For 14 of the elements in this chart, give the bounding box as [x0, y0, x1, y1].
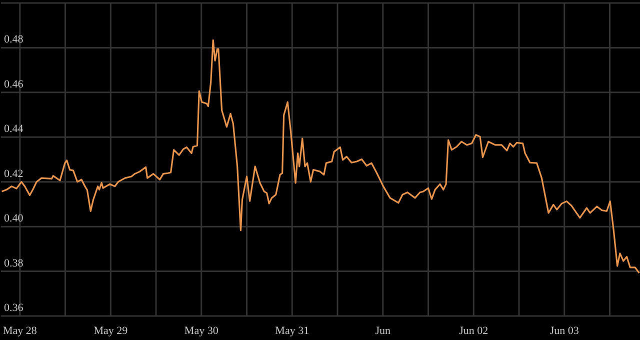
x-tick-label: May 28	[2, 325, 38, 337]
y-tick-label: 0.38	[4, 257, 24, 270]
y-tick-label: 0.44	[4, 123, 24, 136]
x-tick-label: Jun 02	[459, 325, 488, 337]
x-tick-label: May 29	[94, 325, 128, 337]
x-tick-label: Jun	[375, 325, 392, 337]
x-tick-label: Jun 03	[550, 325, 580, 337]
y-tick-label: 0.40	[4, 212, 24, 225]
y-tick-label: 0.42	[4, 168, 24, 180]
y-tick-label: 0.48	[4, 34, 24, 46]
y-tick-label: 0.36	[4, 302, 24, 314]
y-tick-label: 0.46	[4, 78, 24, 90]
x-tick-label: May 30	[184, 325, 219, 337]
x-tick-label: May 31	[275, 325, 310, 337]
